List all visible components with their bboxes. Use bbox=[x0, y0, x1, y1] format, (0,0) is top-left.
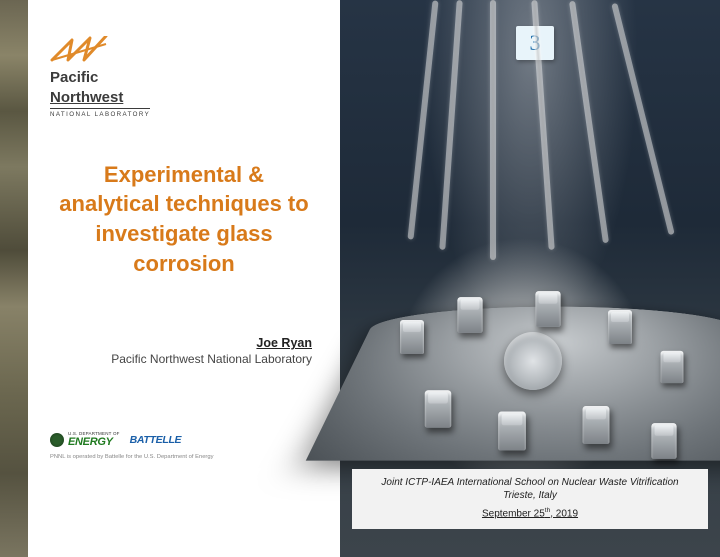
bolt-fitting bbox=[651, 423, 676, 459]
operated-by-text: PNNL is operated by Battelle for the U.S… bbox=[50, 454, 318, 460]
sponsor-row: U.S. DEPARTMENT OF ENERGY BATTELLE bbox=[50, 432, 318, 448]
slide: Pacific Northwest NATIONAL LABORATORY Ex… bbox=[0, 0, 720, 557]
bolt-fitting bbox=[535, 291, 560, 327]
logo-text-line2: Northwest bbox=[50, 90, 123, 106]
doe-logo: U.S. DEPARTMENT OF ENERGY bbox=[50, 432, 120, 448]
decorative-texture-strip bbox=[0, 0, 28, 557]
bolt-fitting bbox=[661, 351, 684, 383]
left-column: Pacific Northwest NATIONAL LABORATORY Ex… bbox=[28, 0, 340, 557]
logo-text-sub: NATIONAL LABORATORY bbox=[50, 108, 150, 118]
battelle-logo: BATTELLE bbox=[130, 434, 182, 446]
pnnl-logo-mark-icon bbox=[50, 36, 108, 66]
pnnl-logo: Pacific Northwest NATIONAL LABORATORY bbox=[50, 36, 318, 118]
caption-date-year: , 2019 bbox=[550, 508, 578, 519]
caption-date-prefix: September 25 bbox=[482, 508, 545, 519]
doe-text: U.S. DEPARTMENT OF ENERGY bbox=[68, 432, 120, 448]
glass-tube bbox=[439, 0, 462, 250]
caption-box: Joint ICTP-IAEA International School on … bbox=[352, 469, 708, 529]
bolt-fitting bbox=[498, 411, 526, 450]
bolt-fitting bbox=[608, 310, 632, 344]
glass-tube bbox=[407, 0, 438, 239]
bolt-fitting bbox=[400, 320, 424, 354]
caption-date: September 25th, 2019 bbox=[362, 507, 698, 519]
caption-event: Joint ICTP-IAEA International School on … bbox=[362, 477, 698, 488]
bolt-fitting bbox=[583, 406, 610, 444]
bolt-fitting bbox=[425, 390, 451, 427]
central-hub bbox=[504, 332, 562, 390]
photo-column: 3 Joint ICTP-IAEA International School o… bbox=[340, 0, 720, 557]
author-affiliation: Pacific Northwest National Laboratory bbox=[50, 352, 312, 366]
slide-title: Experimental & analytical techniques to … bbox=[54, 160, 314, 279]
glass-tube bbox=[611, 3, 674, 235]
author-name: Joe Ryan bbox=[50, 336, 312, 350]
author-block: Joe Ryan Pacific Northwest National Labo… bbox=[50, 336, 318, 366]
caption-location: Trieste, Italy bbox=[362, 490, 698, 501]
glass-tube bbox=[569, 1, 609, 243]
glass-tube bbox=[490, 0, 496, 260]
doe-seal-icon bbox=[50, 433, 64, 447]
doe-big-text: ENERGY bbox=[68, 437, 120, 448]
logo-text-line1: Pacific bbox=[50, 70, 98, 86]
bolt-fitting bbox=[457, 297, 482, 333]
